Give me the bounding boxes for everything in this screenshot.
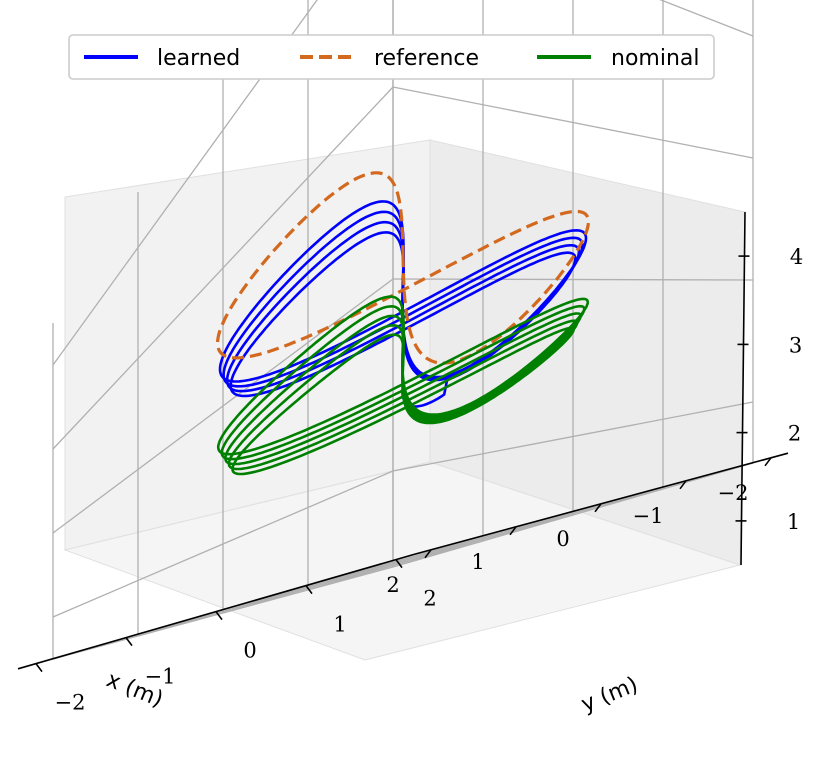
- x-tick-mark: [679, 480, 687, 490]
- y-tick-mark: [35, 663, 43, 673]
- wall-grid-horizontal: [52, 470, 394, 618]
- z-axis-line: [740, 211, 746, 566]
- x-tick-label: −1: [633, 504, 664, 528]
- z-tick-label: 3: [789, 333, 802, 357]
- series-nominal-line: [220, 304, 586, 461]
- x-tick-label: 1: [471, 550, 484, 574]
- series-nominal-line: [231, 326, 575, 476]
- series-nominal-line: [216, 295, 590, 456]
- x-tick-label: −2: [718, 481, 749, 505]
- legend-frame: [68, 34, 715, 80]
- axis-lines: [17, 211, 789, 673]
- x-tick-label: 0: [556, 527, 569, 551]
- z-tick-label: 4: [790, 245, 803, 269]
- wall-grid-horizontal: [392, 401, 754, 472]
- legend: learned reference nominal: [68, 34, 715, 80]
- series-layer: [216, 171, 590, 476]
- y-tick-mark: [305, 585, 313, 595]
- wall-grid-horizontal: [52, 278, 394, 534]
- x-tick-mark: [424, 549, 432, 559]
- series-nominal-line: [227, 319, 579, 471]
- x-tick-mark: [509, 526, 517, 536]
- wall-grid-horizontal: [659, 0, 754, 37]
- y-tick-label: 1: [333, 613, 346, 637]
- y-axis-label: y (m): [578, 672, 642, 717]
- y-tick-mark: [215, 611, 223, 621]
- tick-labels: 2 1 0 −1 −2 2 1 0 −1 −2 1 2 3 4: [55, 245, 804, 714]
- y-tick-label: −1: [145, 665, 176, 689]
- legend-label-learned: learned: [157, 46, 240, 71]
- floor-grid-y: [322, 488, 664, 582]
- y-tick-mark: [125, 637, 133, 647]
- x-tick-label: 2: [386, 573, 399, 597]
- series-nominal-line: [223, 312, 583, 466]
- wall-grid-horizontal: [392, 278, 754, 281]
- z-tick-label: 1: [787, 510, 800, 534]
- legend-label-nominal: nominal: [611, 46, 699, 71]
- wall-grid-horizontal: [52, 86, 394, 450]
- x-tick-mark: [594, 503, 602, 513]
- y-tick-label: 0: [243, 639, 256, 663]
- wall-grid-horizontal: [392, 86, 754, 159]
- y-tick-label: −2: [55, 691, 86, 715]
- y-tick-label: 2: [423, 587, 436, 611]
- y-tick-mark: [395, 559, 403, 569]
- z-tick-label: 2: [788, 422, 801, 446]
- legend-label-reference: reference: [374, 46, 479, 71]
- wall-grid-horizontal: [52, 0, 318, 366]
- x-tick-mark: [764, 457, 772, 467]
